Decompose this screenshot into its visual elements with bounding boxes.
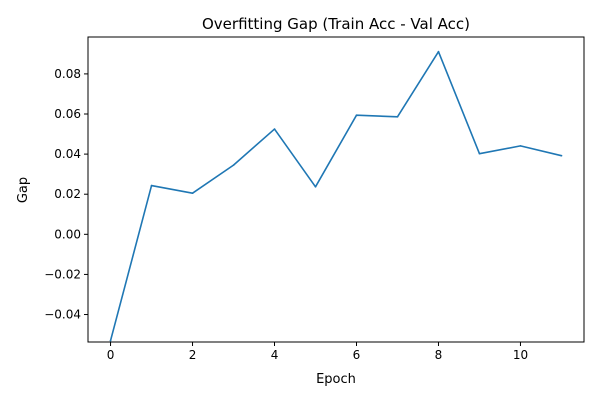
chart-title: Overfitting Gap (Train Acc - Val Acc): [202, 15, 470, 33]
data-point: [560, 154, 563, 157]
y-axis-ticks: −0.04 −0.02 0.00 0.02 0.04 0.06 0.08: [44, 67, 88, 322]
data-point: [478, 152, 481, 155]
y-tick-label: −0.02: [44, 267, 81, 281]
data-point: [273, 128, 276, 130]
x-axis-label: Epoch: [316, 372, 356, 387]
data-point: [355, 114, 358, 117]
x-tick-label: 4: [271, 348, 279, 362]
data-point: [437, 50, 440, 53]
data-point: [232, 164, 235, 166]
y-tick-label: 0.04: [54, 147, 81, 161]
data-point: [314, 185, 317, 188]
data-point: [396, 116, 399, 118]
y-tick-label: 0.02: [54, 187, 81, 201]
y-tick-label: 0.06: [54, 107, 81, 121]
x-tick-label: 10: [513, 348, 528, 362]
x-tick-label: 8: [435, 348, 443, 362]
x-tick-label: 2: [189, 348, 197, 362]
series-layer: [109, 50, 563, 342]
y-tick-label: −0.04: [44, 308, 81, 322]
series-line: [109, 50, 563, 342]
y-tick-label: 0.08: [54, 67, 81, 81]
data-point: [191, 192, 194, 195]
data-point: [519, 145, 522, 147]
plot-frame: [87, 36, 585, 343]
y-tick-label: 0.00: [54, 227, 81, 241]
data-point: [109, 339, 112, 342]
x-tick-label: 0: [107, 348, 115, 362]
y-axis-label: Gap: [16, 177, 31, 203]
x-tick-label: 6: [353, 348, 361, 362]
x-axis-ticks: 0 2 4 6 8 10: [107, 342, 528, 362]
data-point: [150, 184, 153, 187]
